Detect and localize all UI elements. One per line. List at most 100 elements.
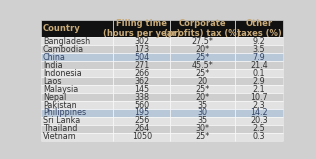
Text: 14.2: 14.2 (250, 108, 268, 118)
Text: 25*: 25* (195, 69, 210, 78)
Bar (113, 20, 170, 37)
Text: 21.4: 21.4 (250, 61, 268, 70)
Bar (41, 117, 113, 125)
Bar (113, 85, 170, 93)
Text: 9.2: 9.2 (252, 37, 265, 46)
Text: 560: 560 (134, 100, 149, 110)
Text: 25*: 25* (195, 132, 210, 141)
Text: Laos: Laos (43, 77, 61, 86)
Text: 338: 338 (134, 93, 149, 102)
Bar (235, 93, 283, 101)
Text: India: India (43, 61, 63, 70)
Bar (170, 133, 235, 141)
Text: 504: 504 (134, 53, 149, 62)
Bar (41, 101, 113, 109)
Bar (113, 53, 170, 61)
Text: Filing time
(hours per year): Filing time (hours per year) (103, 19, 181, 38)
Bar (41, 69, 113, 77)
Bar (113, 125, 170, 133)
Bar (170, 53, 235, 61)
Bar (41, 53, 113, 61)
Bar (235, 20, 283, 37)
Bar (170, 117, 235, 125)
Bar (113, 45, 170, 53)
Bar (235, 61, 283, 69)
Text: Malaysia: Malaysia (43, 85, 78, 94)
Bar (41, 77, 113, 85)
Text: 45.5*: 45.5* (192, 61, 213, 70)
Bar (170, 37, 235, 45)
Text: 20: 20 (198, 77, 208, 86)
Bar (41, 85, 113, 93)
Bar (41, 37, 113, 45)
Text: 1050: 1050 (132, 132, 152, 141)
Bar (235, 125, 283, 133)
Text: 271: 271 (134, 61, 149, 70)
Bar (235, 117, 283, 125)
Bar (113, 69, 170, 77)
Bar (113, 37, 170, 45)
Text: Nepal: Nepal (43, 93, 66, 102)
Bar (113, 117, 170, 125)
Text: 25*: 25* (195, 85, 210, 94)
Bar (41, 133, 113, 141)
Text: Pakistan: Pakistan (43, 100, 76, 110)
Bar (170, 109, 235, 117)
Bar (113, 61, 170, 69)
Text: 2.3: 2.3 (252, 100, 265, 110)
Bar (235, 45, 283, 53)
Bar (170, 85, 235, 93)
Text: 7.9: 7.9 (252, 53, 265, 62)
Text: 2.9: 2.9 (252, 77, 265, 86)
Text: Indonesia: Indonesia (43, 69, 82, 78)
Bar (170, 69, 235, 77)
Bar (170, 77, 235, 85)
Text: 362: 362 (134, 77, 149, 86)
Bar (41, 125, 113, 133)
Text: 30: 30 (198, 108, 208, 118)
Text: Corporate
(profits) tax (%): Corporate (profits) tax (%) (164, 19, 241, 38)
Text: Philippines: Philippines (43, 108, 86, 118)
Text: 0.1: 0.1 (253, 69, 265, 78)
Text: 195: 195 (134, 108, 149, 118)
Text: 2.1: 2.1 (252, 85, 265, 94)
Text: 35: 35 (198, 117, 208, 125)
Bar (235, 69, 283, 77)
Bar (235, 133, 283, 141)
Bar (235, 77, 283, 85)
Text: 302: 302 (134, 37, 149, 46)
Text: 20.3: 20.3 (250, 117, 268, 125)
Text: 20*: 20* (196, 45, 210, 54)
Bar (113, 133, 170, 141)
Bar (113, 109, 170, 117)
Text: 145: 145 (134, 85, 149, 94)
Text: 266: 266 (134, 69, 149, 78)
Text: 10.7: 10.7 (250, 93, 268, 102)
Text: 173: 173 (134, 45, 149, 54)
Text: Country: Country (43, 24, 81, 33)
Text: 25*: 25* (195, 53, 210, 62)
Bar (235, 101, 283, 109)
Bar (41, 93, 113, 101)
Text: 3.5: 3.5 (252, 45, 265, 54)
Bar (41, 20, 113, 37)
Text: 0.3: 0.3 (253, 132, 265, 141)
Text: 30*: 30* (196, 124, 210, 133)
Text: 256: 256 (134, 117, 149, 125)
Bar (170, 125, 235, 133)
Bar (235, 37, 283, 45)
Bar (235, 85, 283, 93)
Bar (113, 93, 170, 101)
Text: Thailand: Thailand (43, 124, 77, 133)
Text: 2.5: 2.5 (252, 124, 265, 133)
Text: 20*: 20* (196, 93, 210, 102)
Text: 264: 264 (134, 124, 149, 133)
Bar (113, 77, 170, 85)
Bar (41, 61, 113, 69)
Bar (113, 101, 170, 109)
Text: Vietnam: Vietnam (43, 132, 77, 141)
Text: 27.5*: 27.5* (191, 37, 214, 46)
Bar (170, 101, 235, 109)
Text: 35: 35 (198, 100, 208, 110)
Bar (170, 61, 235, 69)
